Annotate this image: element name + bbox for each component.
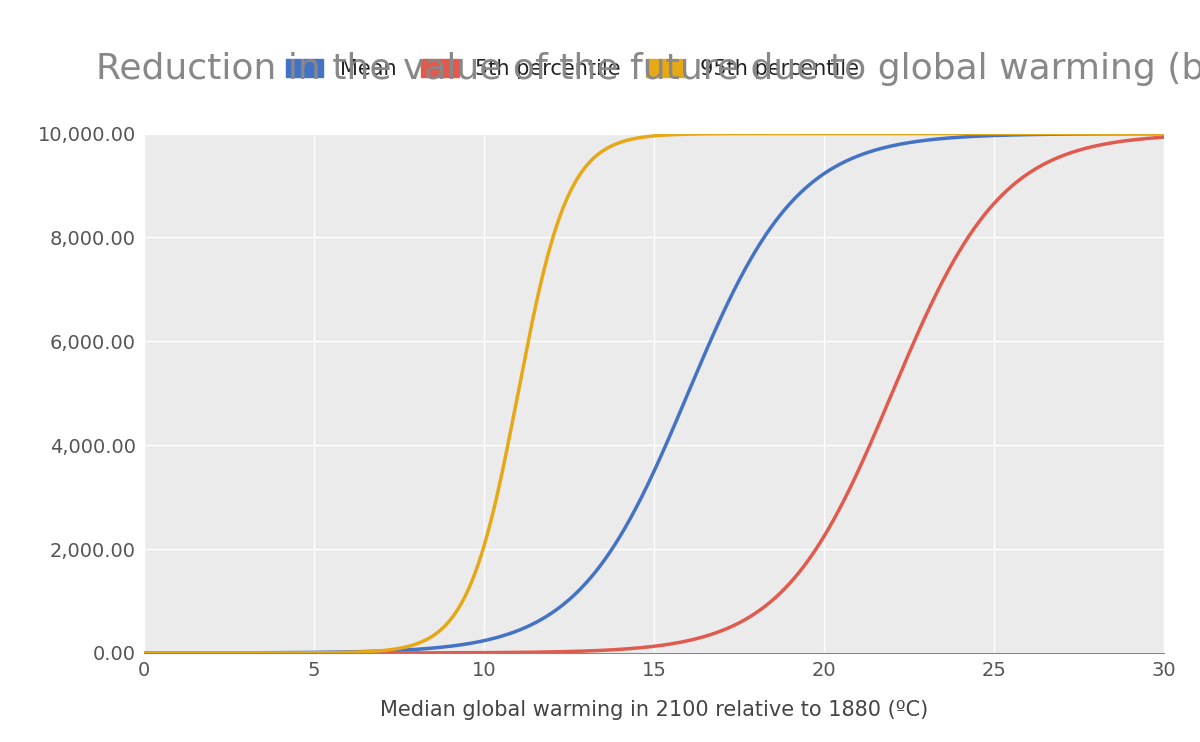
- 5th percentile: [632, 643, 647, 652]
- 95th percentile: [137, 649, 151, 657]
- 5th percentile: [1127, 135, 1141, 144]
- 5th percentile: [137, 649, 151, 657]
- 95th percentile: [606, 141, 620, 150]
- Mean: [940, 134, 954, 142]
- Text: Reduction in the value of the future due to global warming (bp): Reduction in the value of the future due…: [96, 52, 1200, 86]
- 95th percentile: [188, 649, 203, 657]
- Mean: [1127, 129, 1141, 138]
- Mean: [632, 496, 647, 505]
- 95th percentile: [632, 133, 647, 142]
- X-axis label: Median global warming in 2100 relative to 1880 (ºC): Median global warming in 2100 relative t…: [380, 700, 928, 720]
- Mean: [1157, 129, 1171, 138]
- 5th percentile: [188, 649, 203, 657]
- 95th percentile: [1157, 129, 1171, 138]
- Line: 5th percentile: 5th percentile: [144, 137, 1164, 653]
- 95th percentile: [1127, 129, 1141, 138]
- Line: Mean: Mean: [144, 134, 1164, 653]
- Mean: [606, 543, 620, 552]
- 5th percentile: [1157, 133, 1171, 142]
- 5th percentile: [606, 646, 620, 654]
- Mean: [188, 649, 203, 657]
- 95th percentile: [940, 129, 954, 138]
- Line: 95th percentile: 95th percentile: [144, 134, 1164, 653]
- 5th percentile: [940, 268, 954, 277]
- Mean: [1127, 129, 1141, 138]
- Legend: Mean, 5th percentile, 95th percentile: Mean, 5th percentile, 95th percentile: [277, 50, 868, 88]
- 95th percentile: [1127, 129, 1141, 138]
- 5th percentile: [1127, 135, 1141, 144]
- Mean: [137, 649, 151, 657]
